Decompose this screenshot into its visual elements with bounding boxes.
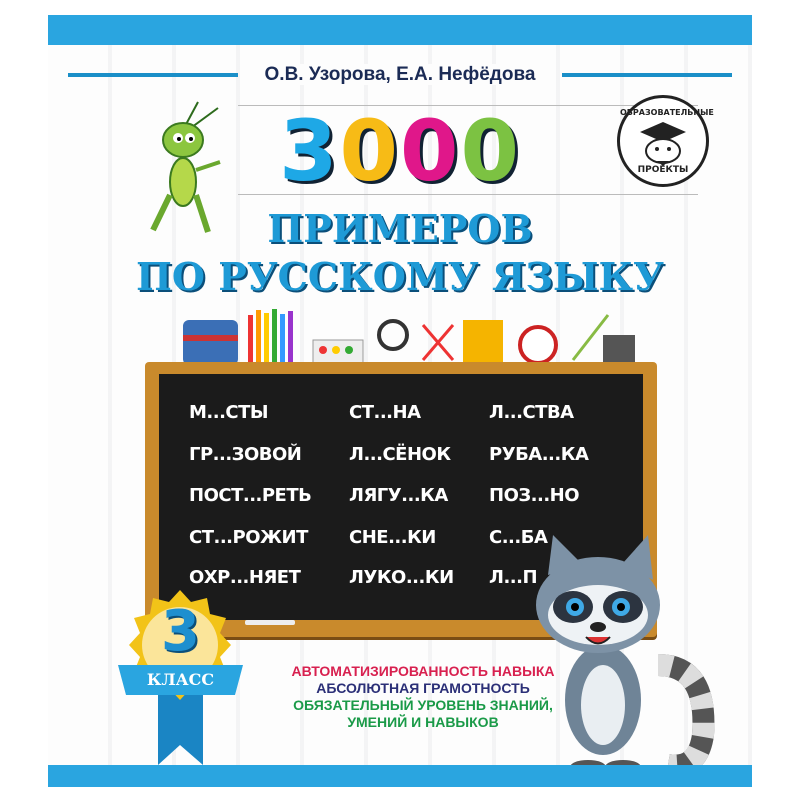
feature-item: УМЕНИЙ И НАВЫКОВ bbox=[347, 714, 499, 730]
word: ОХР...НЯЕТ bbox=[189, 567, 301, 588]
authors: О.В. Узорова, Е.А. Нефёдова bbox=[48, 63, 752, 87]
word: СТ...РОЖИТ bbox=[189, 527, 308, 548]
bottom-band bbox=[48, 765, 752, 787]
feature-item: АБСОЛЮТНАЯ ГРАМОТНОСТЬ bbox=[316, 680, 530, 696]
grade-badge: 3 КЛАСС bbox=[113, 590, 248, 770]
title-line-1: ПРИМЕРОВ bbox=[267, 206, 533, 251]
cat-graduate-icon bbox=[640, 122, 686, 166]
chalk bbox=[245, 620, 295, 625]
word: Л...СТВА bbox=[489, 402, 574, 423]
word: ПОЗ...НО bbox=[489, 485, 580, 506]
word: Л...СЁНОК bbox=[349, 444, 451, 465]
logo-bottom-text: ПРОЕКТЫ bbox=[637, 165, 689, 175]
word: ГР...ЗОВОЙ bbox=[189, 444, 302, 465]
word: ПОСТ...РЕТЬ bbox=[189, 485, 312, 506]
digit: 0 bbox=[460, 102, 521, 200]
word: РУБА...КА bbox=[489, 444, 589, 465]
grade-label: КЛАСС bbox=[146, 670, 215, 689]
word: СНЕ...КИ bbox=[349, 527, 436, 548]
word: М...СТЫ bbox=[189, 402, 269, 423]
school-supplies-illustration bbox=[183, 309, 635, 366]
chalkboard: М...СТЫ ГР...ЗОВОЙ ПОСТ...РЕТЬ СТ...РОЖИ… bbox=[159, 374, 643, 620]
grid-lines bbox=[238, 105, 698, 195]
ribbon-icon bbox=[118, 590, 243, 765]
feature-item: АВТОМАТИЗИРОВАННОСТЬ НАВЫКА bbox=[291, 663, 555, 679]
word: СТ...НА bbox=[349, 402, 421, 423]
book-cover: О.В. Узорова, Е.А. Нефёдова 3000 ПРИМЕРО… bbox=[48, 15, 752, 787]
feature-item: ОБЯЗАТЕЛЬНЫЙ УРОВЕНЬ ЗНАНИЙ, bbox=[293, 697, 553, 713]
digit: 0 bbox=[339, 102, 400, 200]
digit: 3 bbox=[279, 102, 340, 200]
authors-text: О.В. Узорова, Е.А. Нефёдова bbox=[256, 64, 544, 85]
title-number: 3000 bbox=[48, 103, 752, 199]
features-list: АВТОМАТИЗИРОВАННОСТЬ НАВЫКА АБСОЛЮТНАЯ Г… bbox=[253, 663, 593, 731]
word: ЛУКО...КИ bbox=[349, 567, 454, 588]
grade-number: 3 bbox=[161, 599, 200, 664]
publisher-logo: ОБРАЗОВАТЕЛЬНЫЕ ПРОЕКТЫ bbox=[617, 95, 714, 187]
logo-top-text: ОБРАЗОВАТЕЛЬНЫЕ bbox=[620, 108, 714, 117]
word: ЛЯГУ...КА bbox=[349, 485, 448, 506]
grasshopper-illustration bbox=[150, 101, 221, 233]
raccoon-illustration bbox=[536, 535, 715, 775]
divider-right bbox=[562, 73, 732, 77]
word: Л...П bbox=[489, 567, 538, 588]
title-line-2: ПО РУССКОМУ ЯЗЫКУ bbox=[136, 254, 664, 299]
word: С...БА bbox=[489, 527, 548, 548]
digit: 0 bbox=[400, 102, 461, 200]
divider-left bbox=[68, 73, 238, 77]
top-band bbox=[48, 15, 752, 45]
